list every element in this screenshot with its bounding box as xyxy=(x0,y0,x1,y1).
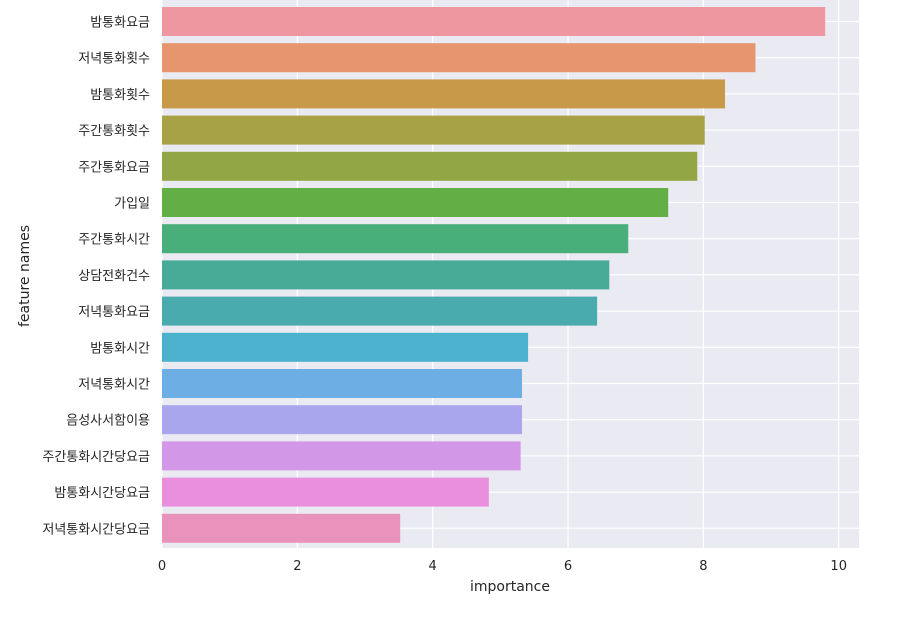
bar xyxy=(162,224,629,254)
y-tick-label: 상담전화건수 xyxy=(78,269,150,284)
y-tick-label: 주간통화시간당요금 xyxy=(42,450,150,465)
y-tick-label: 저녁통화횟수 xyxy=(78,52,150,67)
bar xyxy=(162,115,705,145)
y-tick-label: 음성사서함이용 xyxy=(66,414,150,429)
x-tick-label: 8 xyxy=(699,559,707,574)
bar xyxy=(162,441,521,471)
y-tick-labels: 밤통화요금저녁통화횟수밤통화횟수주간통화횟수주간통화요금가입일주간통화시간상담전… xyxy=(42,16,150,538)
bar xyxy=(162,43,756,73)
y-tick-label: 주간통화횟수 xyxy=(78,124,150,139)
y-tick-label: 밤통화횟수 xyxy=(90,88,150,103)
x-tick-label: 2 xyxy=(293,559,301,574)
x-tick-label: 0 xyxy=(158,559,166,574)
y-tick-label: 저녁통화시간 xyxy=(78,378,150,393)
bar xyxy=(162,79,726,109)
bar xyxy=(162,188,669,217)
bar xyxy=(162,477,489,507)
bar xyxy=(162,405,523,435)
x-tick-labels: 0 2 4 6 8 10 xyxy=(158,559,847,574)
x-tick-label: 6 xyxy=(564,559,572,574)
y-tick-label: 저녁통화시간당요금 xyxy=(42,522,150,537)
x-tick-label: 4 xyxy=(429,559,437,574)
y-tick-label: 밤통화시간 xyxy=(90,341,150,356)
bar xyxy=(162,260,610,290)
bars xyxy=(162,7,826,543)
bar xyxy=(162,513,401,543)
y-tick-label: 가입일 xyxy=(114,197,150,212)
y-axis-label: feature names xyxy=(17,225,33,327)
y-tick-label: 주간통화시간 xyxy=(78,233,150,248)
bar xyxy=(162,332,529,362)
y-tick-label: 밤통화요금 xyxy=(90,16,150,31)
x-tick-label: 10 xyxy=(830,559,847,574)
y-tick-label: 주간통화요금 xyxy=(78,160,150,175)
x-axis-label: importance xyxy=(470,579,550,595)
bar xyxy=(162,369,523,398)
bar xyxy=(162,7,826,36)
bar xyxy=(162,151,698,181)
y-tick-label: 저녁통화요금 xyxy=(78,305,150,320)
y-tick-label: 밤통화시간당요금 xyxy=(54,486,150,501)
bar xyxy=(162,296,598,326)
